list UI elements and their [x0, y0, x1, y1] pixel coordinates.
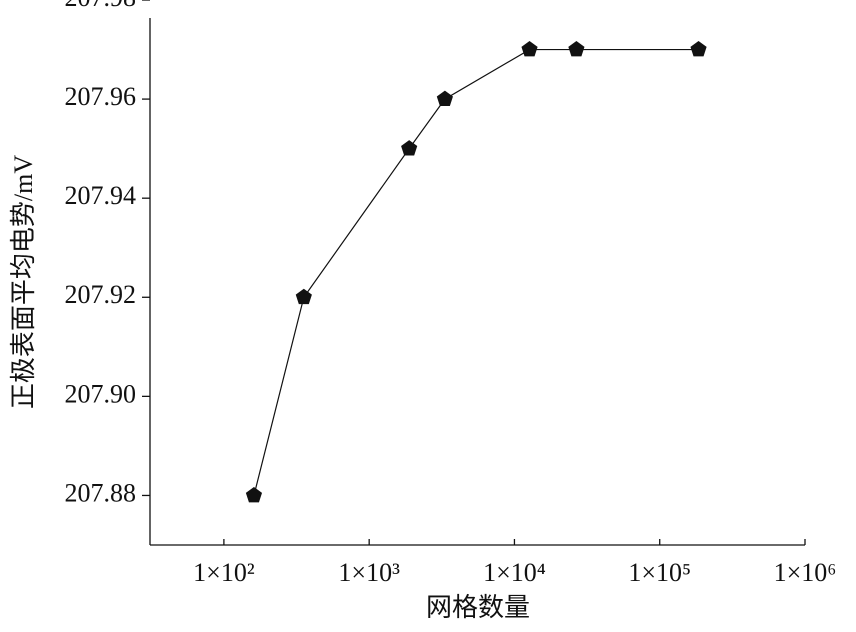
y-tick-label: 207.96	[65, 82, 137, 111]
x-tick-label: 1×10²	[193, 558, 255, 587]
y-axis-label: 正极表面平均电势/mV	[9, 155, 38, 409]
data-point	[690, 41, 707, 57]
data-point	[436, 90, 453, 106]
x-tick-label: 1×10⁴	[483, 558, 546, 587]
x-tick-label: 1×10⁶	[774, 558, 837, 587]
x-tick-label: 1×10⁵	[628, 558, 691, 587]
y-tick-label: 207.98	[65, 0, 137, 12]
data-point	[401, 140, 418, 156]
data-line	[253, 48, 699, 496]
data-point	[295, 288, 312, 305]
x-tick-label: 1×10³	[338, 558, 400, 587]
y-tick-label: 207.92	[65, 280, 137, 309]
x-axis-label: 网格数量	[426, 593, 530, 622]
data-point	[521, 41, 538, 57]
data-point	[568, 41, 585, 57]
y-tick-label: 207.90	[65, 379, 137, 408]
y-tick-label: 207.88	[65, 478, 137, 507]
data-point	[245, 486, 263, 503]
y-tick-label: 207.94	[65, 181, 137, 210]
